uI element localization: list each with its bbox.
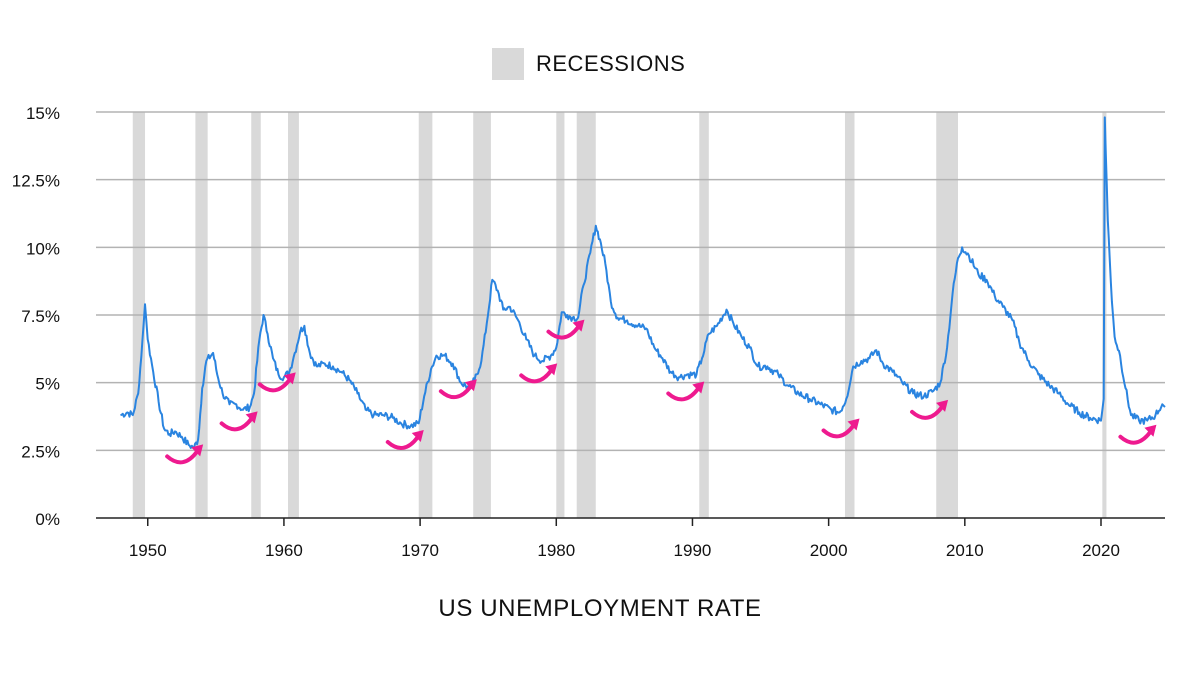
legend-swatch-recessions (492, 48, 524, 80)
y-tick-label: 10% (26, 239, 60, 258)
recovery-arrow-icon (546, 319, 585, 340)
recovery-arrow-icon (666, 381, 705, 402)
recovery-arrow-icon (257, 372, 296, 393)
x-tick-label: 1970 (401, 541, 439, 560)
y-axis-ticks: 0% 2.5% 5% 7.5% 10% 12.5% 15% (12, 104, 60, 529)
legend-label-recessions: RECESSIONS (536, 51, 686, 76)
y-tick-label: 5% (35, 375, 60, 394)
recovery-arrow-icon (821, 418, 860, 439)
y-tick-label: 7.5% (21, 307, 60, 326)
gridlines (96, 111, 1165, 452)
recovery-arrows (165, 319, 1157, 465)
recovery-arrow-icon (165, 444, 204, 465)
y-tick-label: 12.5% (12, 172, 60, 191)
y-tick-label: 0% (35, 510, 60, 529)
x-tick-label: 2010 (946, 541, 984, 560)
recovery-arrow-icon (385, 430, 424, 450)
x-tick-label: 1990 (674, 541, 712, 560)
x-tick-label: 2000 (810, 541, 848, 560)
recovery-arrow-icon (519, 363, 558, 384)
x-tick-label: 1960 (265, 541, 303, 560)
x-tick-label: 2020 (1082, 541, 1120, 560)
unemployment-line (120, 116, 1166, 449)
x-axis-ticks: 1950 1960 1970 1980 1990 2000 2010 2020 (129, 518, 1120, 560)
recovery-arrow-icon (438, 379, 477, 400)
recovery-arrow-icon (1118, 424, 1157, 445)
legend: RECESSIONS (492, 48, 685, 80)
x-tick-label: 1980 (537, 541, 575, 560)
x-axis-label: US UNEMPLOYMENT RATE (438, 595, 762, 622)
recovery-arrow-icon (910, 399, 949, 420)
x-tick-label: 1950 (129, 541, 167, 560)
y-tick-label: 2.5% (21, 442, 60, 461)
recovery-arrow-icon (219, 411, 258, 432)
y-tick-label: 15% (26, 104, 60, 123)
